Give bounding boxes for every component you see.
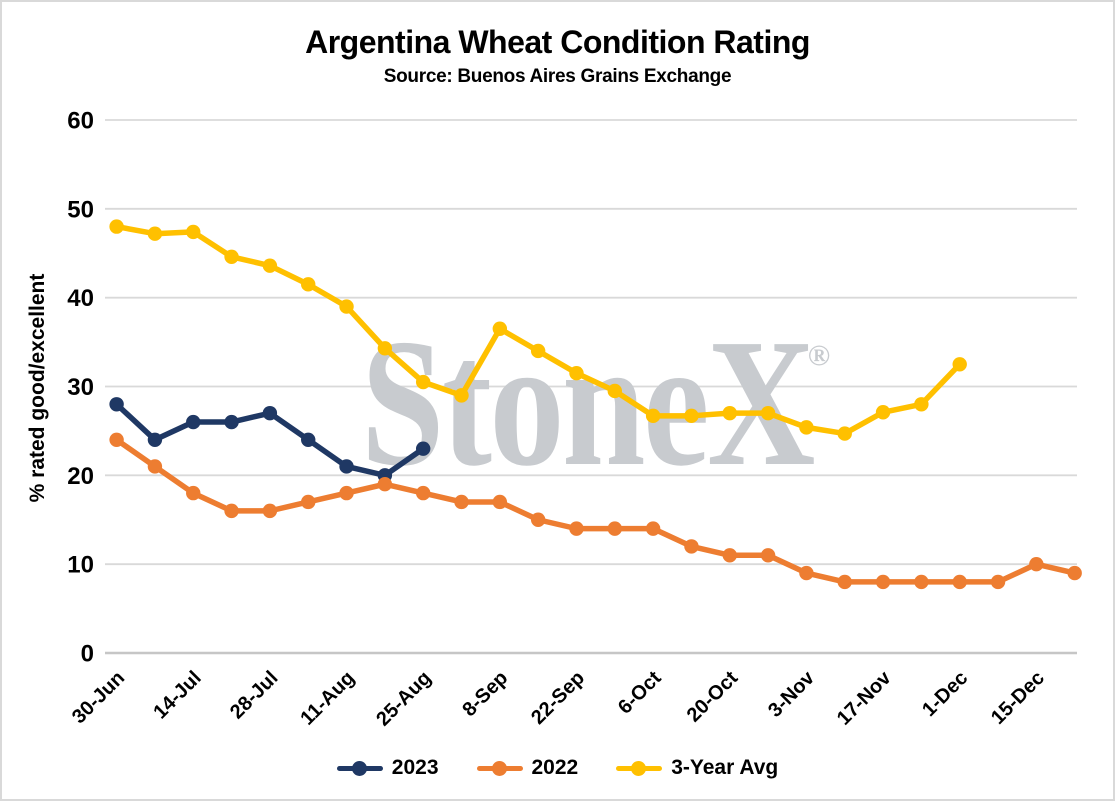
legend-swatch-3-year-avg (616, 760, 663, 776)
legend-label: 2023 (391, 756, 439, 779)
series-point-3-year-avg (147, 226, 163, 241)
legend-item-2022: 2022 (476, 756, 579, 780)
series-point-3-year-avg (875, 405, 891, 420)
series-point-2022 (1067, 565, 1082, 581)
registered-trademark-icon: ® (808, 339, 830, 372)
legend-item-2023: 2023 (336, 756, 439, 780)
legend-label: 3-Year Avg (671, 756, 779, 779)
series-point-2022 (339, 485, 354, 501)
x-tick-label: 30-Jun (68, 667, 129, 728)
series-point-3-year-avg (684, 408, 699, 424)
series-point-2022 (607, 521, 622, 536)
x-tick-label: 6-Oct (614, 667, 666, 719)
y-tick-label: 20 (67, 463, 94, 490)
series-point-2023 (224, 414, 239, 430)
series-point-3-year-avg (262, 258, 278, 273)
x-tick-label: 11-Aug (296, 667, 359, 730)
series-point-2023 (186, 414, 201, 430)
series-point-2022 (837, 574, 852, 590)
series-point-3-year-avg (837, 426, 852, 441)
series-point-3-year-avg (186, 224, 201, 240)
series-point-2022 (186, 485, 201, 501)
stonex-watermark: StoneX (361, 302, 814, 504)
series-point-3-year-avg (914, 397, 929, 412)
chart-title: Argentina Wheat Condition Rating (305, 24, 810, 60)
series-point-2022 (415, 485, 431, 501)
legend-label: 2022 (531, 756, 579, 779)
series-point-2022 (645, 521, 661, 536)
series-point-3-year-avg (224, 249, 239, 265)
series-point-2022 (224, 503, 239, 519)
series-point-3-year-avg (607, 383, 622, 399)
y-tick-label: 50 (67, 196, 94, 223)
series-point-2022 (262, 503, 278, 519)
series-point-3-year-avg (339, 299, 354, 314)
legend-item-3-year-avg: 3-Year Avg (616, 756, 778, 780)
series-point-3-year-avg (530, 343, 546, 359)
series-point-3-year-avg (109, 219, 124, 234)
series-point-2022 (914, 574, 929, 590)
x-tick-label: 25-Aug (372, 667, 435, 730)
series-point-2022 (684, 539, 699, 554)
series-point-2022 (990, 574, 1006, 590)
x-tick-label: 3-Nov (764, 666, 819, 721)
x-tick-label: 14-Jul (149, 667, 205, 723)
series-point-2022 (952, 574, 967, 590)
y-tick-label: 0 (81, 641, 94, 668)
legend-swatch-2022 (476, 760, 523, 776)
y-tick-label: 10 (67, 552, 94, 579)
series-point-3-year-avg (569, 365, 584, 381)
series-point-3-year-avg (301, 277, 316, 292)
series-point-2022 (377, 477, 393, 492)
series-point-2022 (301, 494, 316, 510)
series-point-2022 (569, 521, 584, 536)
series-point-2022 (109, 432, 124, 447)
y-tick-label: 40 (67, 285, 94, 312)
legend: 2023 2022 3-Year Avg (2, 750, 1113, 786)
series-point-2023 (262, 405, 278, 421)
series-point-2022 (875, 574, 891, 590)
series-point-2022 (492, 494, 508, 510)
series-point-3-year-avg (377, 341, 393, 356)
x-tick-label: 1-Dec (918, 667, 972, 721)
series-point-2022 (530, 512, 546, 527)
x-tick-label: 20-Oct (683, 667, 743, 727)
series-point-3-year-avg (645, 408, 661, 424)
series-point-2023 (147, 432, 163, 447)
series-point-2023 (339, 459, 354, 474)
series-point-2023 (415, 441, 431, 456)
x-tick-label: 8-Sep (458, 667, 512, 721)
series-point-3-year-avg (454, 388, 469, 403)
series-point-3-year-avg (492, 321, 508, 336)
series-point-3-year-avg (799, 420, 814, 435)
series-point-2022 (799, 565, 814, 581)
series-point-2022 (1029, 556, 1044, 572)
legend-swatch-2023 (336, 760, 383, 776)
series-point-2023 (301, 432, 316, 447)
y-axis-title: % rated good/excellent (26, 274, 49, 503)
series-point-2022 (760, 548, 776, 563)
series-point-2022 (147, 459, 163, 474)
series-point-2022 (454, 494, 469, 510)
x-tick-label: 28-Jul (226, 667, 282, 723)
series-point-3-year-avg (415, 374, 431, 390)
x-tick-label: 15-Dec (987, 667, 1049, 729)
x-tick-label: 22-Sep (527, 667, 589, 729)
series-point-2023 (109, 397, 124, 412)
chart-subtitle: Source: Buenos Aires Grains Exchange (383, 66, 732, 87)
series-point-2022 (722, 548, 737, 563)
y-tick-label: 30 (67, 374, 94, 401)
y-tick-label: 60 (67, 108, 94, 135)
series-point-3-year-avg (722, 405, 737, 421)
x-tick-label: 17-Nov (833, 666, 896, 729)
series-point-3-year-avg (760, 405, 776, 421)
series-point-3-year-avg (952, 357, 967, 372)
